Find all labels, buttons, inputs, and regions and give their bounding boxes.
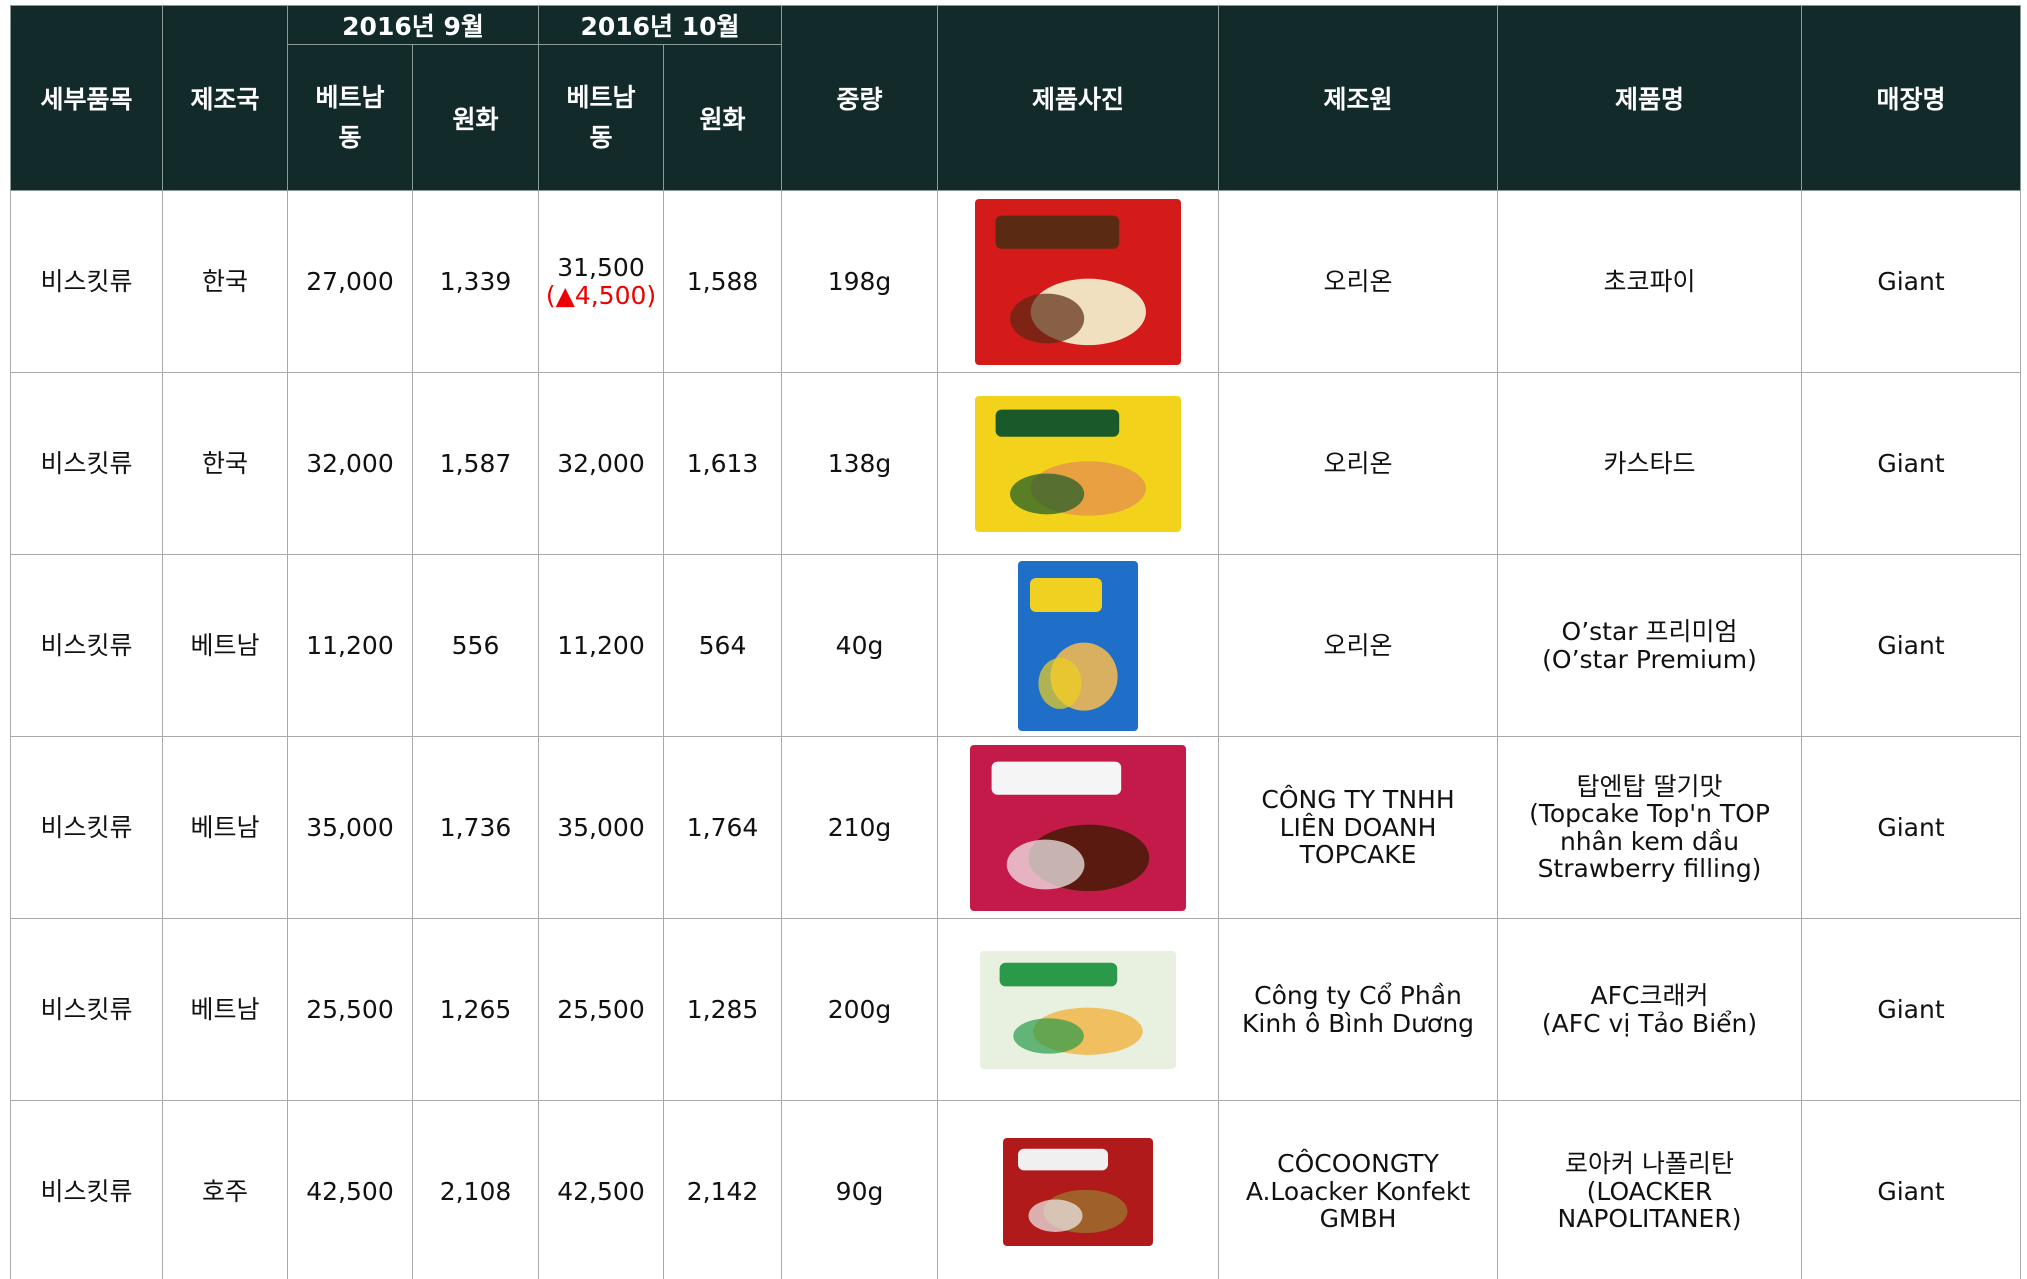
store-cell: Giant xyxy=(1801,554,2022,737)
weight-cell: 200g xyxy=(781,918,939,1101)
item-cell: 비스킷류 xyxy=(10,1100,163,1279)
country-cell: 베트남 xyxy=(162,918,288,1101)
sep-vnd-cell: 25,500 xyxy=(287,918,413,1101)
header-cell: 제조원 xyxy=(1218,5,1499,191)
header-cell: 베트남동 xyxy=(538,44,664,191)
name-cell: 초코파이 xyxy=(1497,190,1803,373)
oct-vnd-cell: 35,000 xyxy=(538,736,664,919)
price-table: 세부품목 제조국 2016년 9월 2016년 10월 중량 제품사진 제조원 … xyxy=(10,5,2022,1279)
sep-krw-cell: 556 xyxy=(412,554,539,737)
sep-vnd-cell: 35,000 xyxy=(287,736,413,919)
product-photo-cell xyxy=(937,918,1220,1101)
header-cell: 원화 xyxy=(412,44,539,191)
product-photo-cell xyxy=(937,190,1220,373)
product-photo-cell xyxy=(937,554,1220,737)
header-cell: 2016년 10월 xyxy=(537,5,783,45)
name-cell: 로아커 나폴리탄 (LOACKER NAPOLITANER) xyxy=(1497,1100,1803,1279)
price-change: (▲4,500) xyxy=(545,280,657,310)
name-cell: O’star 프리미엄 (O’star Premium) xyxy=(1497,554,1803,737)
oct-krw-cell: 564 xyxy=(662,554,783,737)
header-cell: 매장명 xyxy=(1801,5,2022,191)
oct-krw-cell: 1,285 xyxy=(662,918,783,1101)
item-cell: 비스킷류 xyxy=(10,736,163,919)
weight-cell: 210g xyxy=(781,736,939,919)
name-cell: AFC크래커 (AFC vị Tảo Biển) xyxy=(1497,918,1803,1101)
product-photo-cell xyxy=(937,372,1220,555)
item-cell: 비스킷류 xyxy=(10,554,163,737)
sep-vnd-cell: 32,000 xyxy=(287,372,413,555)
item-cell: 비스킷류 xyxy=(10,918,163,1101)
header-cell: 제조국 xyxy=(162,5,288,191)
header-cell: 2016년 9월 xyxy=(287,5,539,45)
sep-vnd-cell: 42,500 xyxy=(287,1100,413,1279)
maker-cell: CÔCOONGTY A.Loacker Konfekt GMBH xyxy=(1218,1100,1499,1279)
item-cell: 비스킷류 xyxy=(10,190,163,373)
header-cell: 세부품목 xyxy=(10,5,163,191)
sep-krw-cell: 1,265 xyxy=(412,918,539,1101)
header-cell: 원화 xyxy=(662,44,783,191)
country-cell: 한국 xyxy=(162,190,288,373)
product-photo xyxy=(975,395,1182,532)
product-photo xyxy=(970,744,1187,911)
product-photo xyxy=(1018,560,1139,731)
sep-krw-cell: 2,108 xyxy=(412,1100,539,1279)
store-cell: Giant xyxy=(1801,736,2022,919)
header-cell: 제품사진 xyxy=(937,5,1220,191)
store-cell: Giant xyxy=(1801,190,2022,373)
oct-krw-cell: 1,613 xyxy=(662,372,783,555)
sep-krw-cell: 1,339 xyxy=(412,190,539,373)
header-cell: 제품명 xyxy=(1497,5,1803,191)
sep-krw-cell: 1,587 xyxy=(412,372,539,555)
country-cell: 호주 xyxy=(162,1100,288,1279)
header-cell: 베트남동 xyxy=(287,44,413,191)
header-cell: 중량 xyxy=(781,5,939,191)
product-photo-cell xyxy=(937,1100,1220,1279)
sep-vnd-cell: 11,200 xyxy=(287,554,413,737)
product-photo xyxy=(1003,1137,1154,1246)
table-row: 비스킷류 베트남 11,200 556 11,200 564 40g 오리온 O’star 프리… xyxy=(10,554,2022,737)
maker-cell: 오리온 xyxy=(1218,190,1499,373)
name-cell: 카스타드 xyxy=(1497,372,1803,555)
maker-cell: 오리온 xyxy=(1218,554,1499,737)
oct-vnd-cell: 25,500 xyxy=(538,918,664,1101)
maker-cell: CÔNG TY TNHH LIÊN DOANH TOPCAKE xyxy=(1218,736,1499,919)
table-row: 비스킷류 베트남 35,000 1,736 35,000 1,764 210g CÔNG TY… xyxy=(10,736,2022,919)
oct-krw-cell: 2,142 xyxy=(662,1100,783,1279)
table-row: 비스킷류 한국 32,000 1,587 32,000 1,613 138g 오리온 카스타드 G… xyxy=(10,372,2022,555)
country-cell: 한국 xyxy=(162,372,288,555)
oct-krw-cell: 1,764 xyxy=(662,736,783,919)
table-row: 비스킷류 호주 42,500 2,108 42,500 2,142 90g CÔCOONGTY… xyxy=(10,1100,2022,1279)
sep-vnd-cell: 27,000 xyxy=(287,190,413,373)
maker-cell: Công ty Cổ Phần Kinh ô Bình Dương xyxy=(1218,918,1499,1101)
oct-vnd-cell: 32,000 xyxy=(538,372,664,555)
table-body: 비스킷류 한국 27,000 1,339 31,500 (▲4,500) 1,588 198g… xyxy=(10,190,2022,1279)
product-photo xyxy=(980,950,1177,1069)
store-cell: Giant xyxy=(1801,372,2022,555)
maker-cell: 오리온 xyxy=(1218,372,1499,555)
oct-vnd-cell: 11,200 xyxy=(538,554,664,737)
table-header: 세부품목 제조국 2016년 9월 2016년 10월 중량 제품사진 제조원 … xyxy=(10,5,2022,191)
weight-cell: 138g xyxy=(781,372,939,555)
weight-cell: 198g xyxy=(781,190,939,373)
weight-cell: 40g xyxy=(781,554,939,737)
oct-vnd-cell: 42,500 xyxy=(538,1100,664,1279)
product-photo-cell xyxy=(937,736,1220,919)
item-cell: 비스킷류 xyxy=(10,372,163,555)
sep-krw-cell: 1,736 xyxy=(412,736,539,919)
weight-cell: 90g xyxy=(781,1100,939,1279)
price-value: 31,500 xyxy=(557,253,645,282)
table-row: 비스킷류 베트남 25,500 1,265 25,500 1,285 200g Công ty… xyxy=(10,918,2022,1101)
oct-krw-cell: 1,588 xyxy=(662,190,783,373)
price-cell: 31,500 (▲4,500) xyxy=(538,190,664,373)
store-cell: Giant xyxy=(1801,918,2022,1101)
country-cell: 베트남 xyxy=(162,554,288,737)
table-row: 비스킷류 한국 27,000 1,339 31,500 (▲4,500) 1,588 198g… xyxy=(10,190,2022,373)
country-cell: 베트남 xyxy=(162,736,288,919)
product-photo xyxy=(975,198,1182,365)
name-cell: 탑엔탑 딸기맛 (Topcake Top'n TOP nhân kem dầu … xyxy=(1497,736,1803,919)
store-cell: Giant xyxy=(1801,1100,2022,1279)
